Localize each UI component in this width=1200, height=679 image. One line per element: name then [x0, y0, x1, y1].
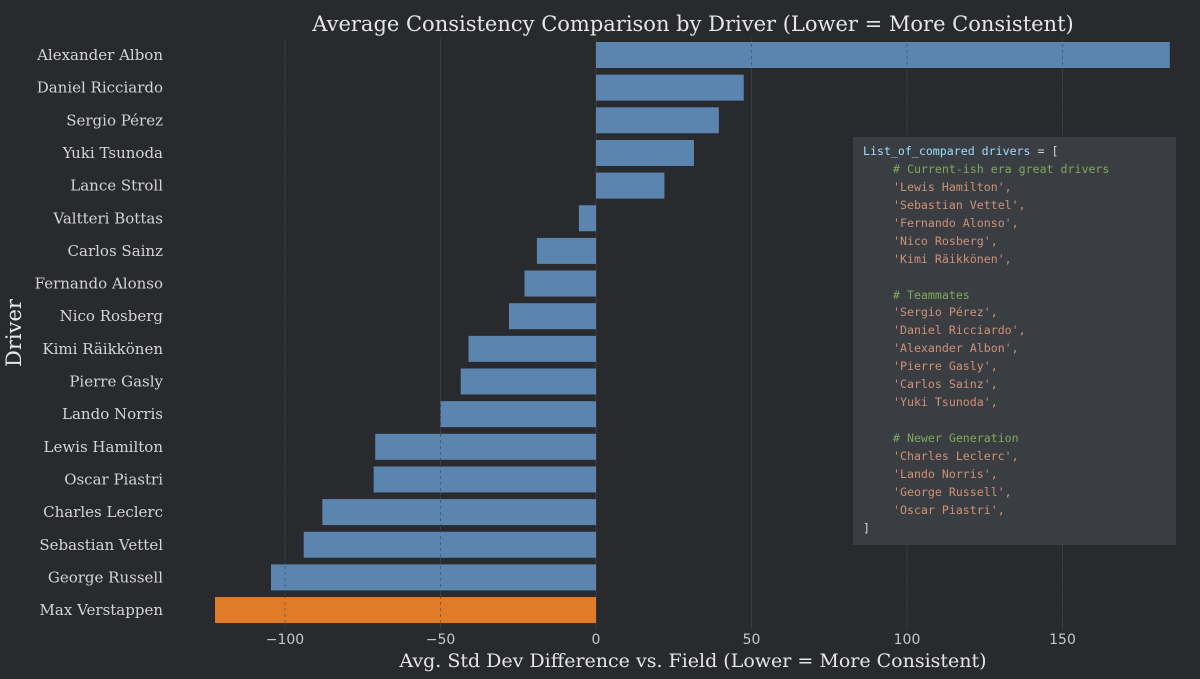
y-tick-label: Lewis Hamilton: [43, 438, 163, 456]
bar-layer: [215, 42, 1170, 624]
bar: [524, 270, 596, 297]
x-tick-label: 50: [743, 632, 761, 648]
y-tick-label: Lance Stroll: [70, 177, 163, 195]
code-line: 'Alexander Albon',: [863, 340, 1176, 358]
driver-list-code-box: List_of_compared drivers = [# Current-is…: [853, 137, 1176, 545]
code-string: 'Oscar Piastri',: [893, 502, 1005, 517]
x-tick-label: −100: [266, 632, 304, 648]
x-tick-labels: −100 −50 0 50 100 150: [266, 632, 1076, 648]
code-line: [863, 412, 1176, 430]
code-line: List_of_compared drivers = [: [863, 143, 1176, 161]
y-tick-label: Nico Rosberg: [60, 307, 164, 325]
bar: [303, 531, 596, 558]
code-string: 'Fernando Alonso',: [893, 215, 1019, 230]
code-string: 'Charles Leclerc',: [893, 448, 1019, 463]
bar: [596, 42, 1170, 68]
bar: [322, 499, 596, 526]
bar: [596, 172, 665, 199]
y-tick-label: Alexander Albon: [36, 46, 163, 64]
bar: [215, 597, 596, 624]
code-string: 'Nico Rosberg',: [893, 233, 998, 248]
bar: [508, 303, 596, 330]
code-string: 'Pierre Gasly',: [893, 359, 998, 374]
code-line: 'Kimi Räikkönen',: [863, 251, 1176, 269]
code-string: 'Lando Norris',: [893, 466, 998, 481]
code-line: 'Daniel Ricciardo',: [863, 322, 1176, 340]
code-string: 'Lewis Hamilton',: [893, 179, 1012, 194]
y-tick-label: Oscar Piastri: [64, 470, 163, 488]
code-string: 'Yuki Tsunoda',: [893, 395, 998, 410]
bar: [375, 433, 596, 460]
code-string: 'Kimi Räikkönen',: [893, 251, 1012, 266]
code-line: 'Lewis Hamilton',: [863, 179, 1176, 197]
code-line: 'Nico Rosberg',: [863, 233, 1176, 251]
x-tick-label: 0: [592, 632, 601, 648]
y-tick-label: Kimi Räikkönen: [42, 340, 163, 358]
y-tick-label: Sergio Pérez: [66, 111, 163, 129]
bar: [440, 401, 596, 428]
bar: [536, 237, 596, 264]
code-line: 'Fernando Alonso',: [863, 215, 1176, 233]
code-string: 'Sergio Pérez',: [893, 305, 998, 320]
bar: [468, 335, 596, 362]
code-string: 'Daniel Ricciardo',: [893, 323, 1026, 338]
code-string: 'Sebastian Vettel',: [893, 197, 1026, 212]
code-string: 'Carlos Sainz',: [893, 377, 998, 392]
code-comment: # Teammates: [893, 287, 970, 302]
x-tick-label: −50: [426, 632, 456, 648]
y-tick-label: Lando Norris: [62, 405, 163, 423]
y-axis-label: Driver: [2, 298, 26, 367]
y-tick-label: Yuki Tsunoda: [62, 144, 163, 162]
y-tick-label: Sebastian Vettel: [39, 536, 163, 554]
x-tick-label: 150: [1049, 632, 1076, 648]
code-line: # Newer Generation: [863, 430, 1176, 448]
code-line: 'Lando Norris',: [863, 466, 1176, 484]
code-comment: # Current-ish era great drivers: [893, 161, 1110, 176]
code-line: 'Charles Leclerc',: [863, 448, 1176, 466]
code-variable-name: List_of_compared drivers: [863, 144, 1031, 158]
y-tick-label: Valtteri Bottas: [52, 209, 163, 227]
bar: [373, 466, 596, 493]
code-string: 'Alexander Albon',: [893, 341, 1019, 356]
code-line: 'Carlos Sainz',: [863, 376, 1176, 394]
y-tick-label: Charles Leclerc: [43, 503, 163, 521]
code-line: 'Pierre Gasly',: [863, 358, 1176, 376]
code-line: 'Sergio Pérez',: [863, 304, 1176, 322]
code-line: ]: [863, 520, 870, 535]
code-line: 'George Russell',: [863, 484, 1176, 502]
code-line: [863, 269, 1176, 287]
code-string: 'George Russell',: [893, 484, 1012, 499]
y-tick-labels: Alexander Albon Daniel Ricciardo Sergio Pé…: [35, 46, 164, 619]
code-line: 'Yuki Tsunoda',: [863, 394, 1176, 412]
code-comment: # Newer Generation: [893, 431, 1019, 445]
bar: [578, 205, 596, 232]
x-axis-label: Avg. Std Dev Difference vs. Field (Lower…: [398, 650, 986, 672]
y-tick-label: Max Verstappen: [40, 601, 164, 619]
bar: [271, 564, 596, 591]
y-tick-label: Fernando Alonso: [35, 275, 163, 293]
bar: [596, 74, 744, 101]
code-assignment: = [: [1030, 144, 1059, 158]
code-line: # Teammates: [863, 287, 1176, 305]
y-tick-label: Daniel Ricciardo: [37, 79, 163, 97]
bar: [596, 107, 719, 134]
code-line: 'Sebastian Vettel',: [863, 197, 1176, 215]
x-tick-label: 100: [894, 632, 921, 648]
code-line: # Current-ish era great drivers: [863, 161, 1176, 179]
bar: [460, 368, 596, 395]
chart-title: Average Consistency Comparison by Driver…: [311, 12, 1073, 36]
y-tick-label: Carlos Sainz: [68, 242, 164, 260]
y-tick-label: George Russell: [48, 568, 163, 586]
y-tick-label: Pierre Gasly: [69, 373, 163, 391]
code-line: 'Oscar Piastri',: [863, 502, 1176, 520]
bar: [596, 139, 694, 166]
